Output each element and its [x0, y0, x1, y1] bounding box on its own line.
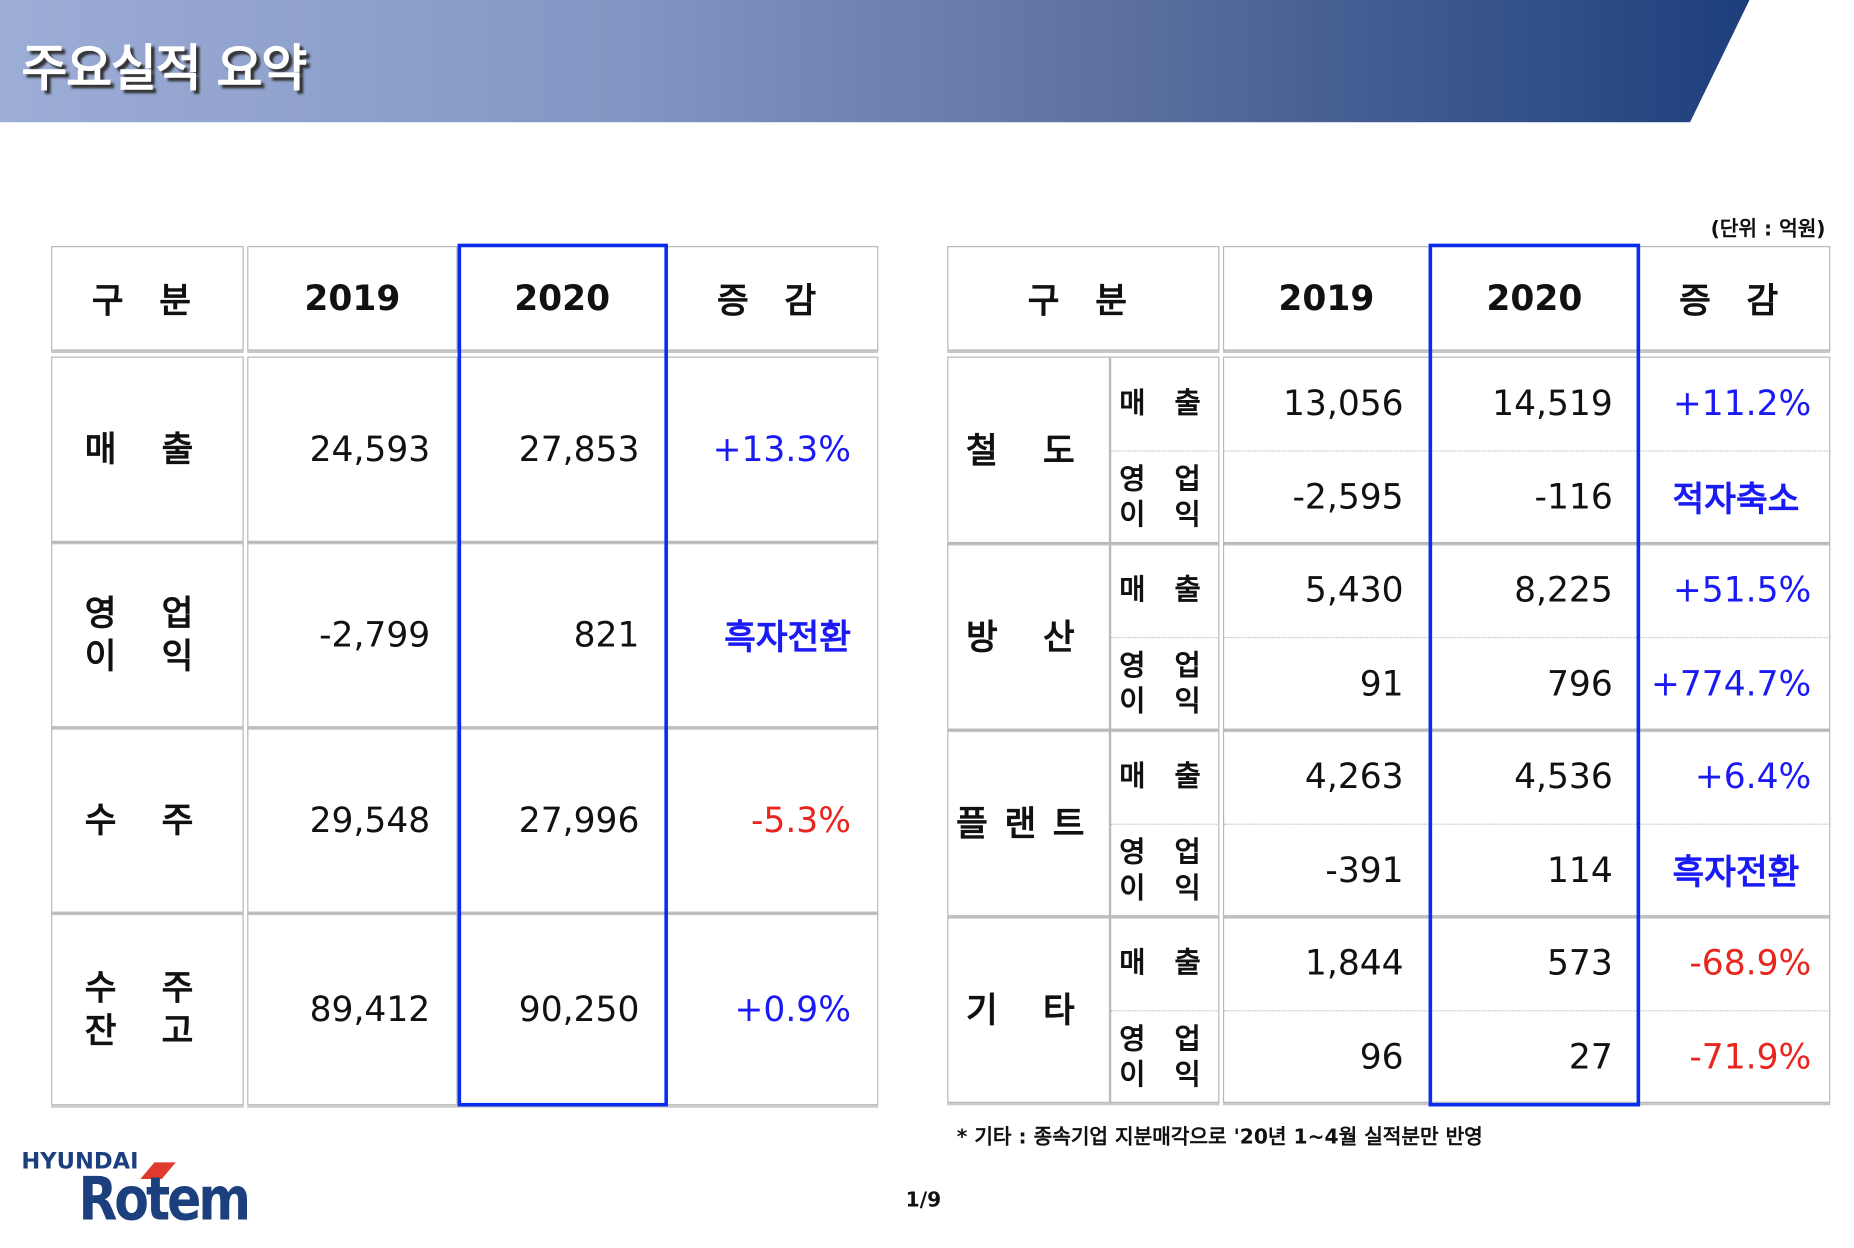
value-2019: 89,412 — [247, 912, 458, 1106]
value-2020: -116 — [1429, 449, 1639, 543]
value-2020: 573 — [1547, 942, 1613, 983]
change-value: 흑자전환 — [1638, 823, 1831, 916]
value-2019: 96 — [1222, 1009, 1430, 1103]
value-2020: 90,250 — [457, 912, 667, 1106]
change-value: -68.9% — [1689, 942, 1812, 983]
value-2020: 821 — [457, 541, 667, 728]
footnote: * 기타 : 종속기업 지분매각으로 '20년 1~4월 실적분만 반영 — [956, 1125, 1483, 1150]
change-value: +0.9% — [666, 912, 879, 1106]
header-cell: 증 감 — [1638, 246, 1831, 351]
value-2019: -2,595 — [1222, 449, 1430, 543]
logo-name: Rotem — [78, 1164, 251, 1234]
value-2019: 5,430 — [1304, 569, 1404, 610]
metric-label: 영 업 이 익 — [1110, 449, 1220, 543]
page-title: 주요실적 요약 — [21, 39, 307, 98]
value-2020: 27 — [1429, 1009, 1639, 1103]
header-cell: 2019 — [1222, 246, 1430, 351]
value-2019: 29,548 — [247, 727, 458, 913]
row-label: 영 업 이 익 — [51, 541, 244, 728]
change-value: +11.2% — [1672, 382, 1812, 424]
row-label: 매 출 — [51, 356, 244, 542]
value-2020: 796 — [1429, 636, 1639, 729]
segment-label: 방 산 — [947, 543, 1111, 730]
value-2019: -2,799 — [247, 541, 458, 728]
unit-note: (단위 : 억원) — [1710, 217, 1826, 242]
change-value: 흑자전환 — [666, 541, 879, 728]
logo-brand: HYUNDAI — [21, 1148, 139, 1175]
value-2019: 1,844 — [1304, 942, 1404, 983]
value-2020: 8,225 — [1514, 569, 1613, 610]
change-value: -5.3% — [666, 727, 879, 913]
value-2019: 4,263 — [1304, 755, 1404, 797]
hyundai-rotem-logo: HYUNDAI Rotem — [21, 1148, 251, 1234]
value-2020: 4,536 — [1514, 755, 1613, 797]
page-number: 1/9 — [905, 1188, 942, 1213]
metric-label: 매 출 — [1119, 572, 1211, 607]
change-value: +51.5% — [1672, 569, 1812, 610]
metric-label: 영 업 이 익 — [1110, 636, 1220, 729]
header-cell: 2019 — [247, 246, 458, 351]
value-2019: 13,056 — [1283, 382, 1404, 424]
metric-label: 영 업 이 익 — [1110, 823, 1220, 916]
segment-label: 플랜트 — [947, 729, 1111, 917]
change-value: 적자축소 — [1638, 449, 1831, 543]
metric-label: 영 업 이 익 — [1110, 1009, 1220, 1103]
segment-label: 철 도 — [947, 356, 1111, 544]
header-banner — [0, 0, 1750, 123]
segment-label: 기 타 — [947, 916, 1111, 1103]
header-cell: 2020 — [457, 246, 667, 351]
row-label: 수 주 잔 고 — [51, 912, 244, 1106]
row-label: 수 주 — [51, 727, 244, 913]
change-value: -71.9% — [1638, 1009, 1831, 1103]
value-2020: 14,519 — [1492, 382, 1613, 424]
value-2020: 27,853 — [457, 356, 667, 542]
change-value: +13.3% — [666, 356, 879, 542]
change-value: +6.4% — [1694, 755, 1812, 797]
header-cell: 2020 — [1429, 246, 1639, 351]
change-value: +774.7% — [1638, 636, 1831, 729]
value-2020: 27,996 — [457, 727, 667, 913]
value-2019: 91 — [1222, 636, 1430, 729]
metric-label: 매 출 — [1119, 759, 1211, 793]
value-2019: -391 — [1222, 823, 1430, 916]
value-2020: 114 — [1429, 823, 1639, 916]
header-cell: 구 분 — [947, 246, 1220, 351]
header-cell: 구 분 — [51, 246, 244, 351]
header-cell: 증 감 — [666, 246, 879, 351]
metric-label: 매 출 — [1119, 946, 1211, 980]
value-2019: 24,593 — [247, 356, 458, 542]
metric-label: 매 출 — [1119, 386, 1211, 420]
